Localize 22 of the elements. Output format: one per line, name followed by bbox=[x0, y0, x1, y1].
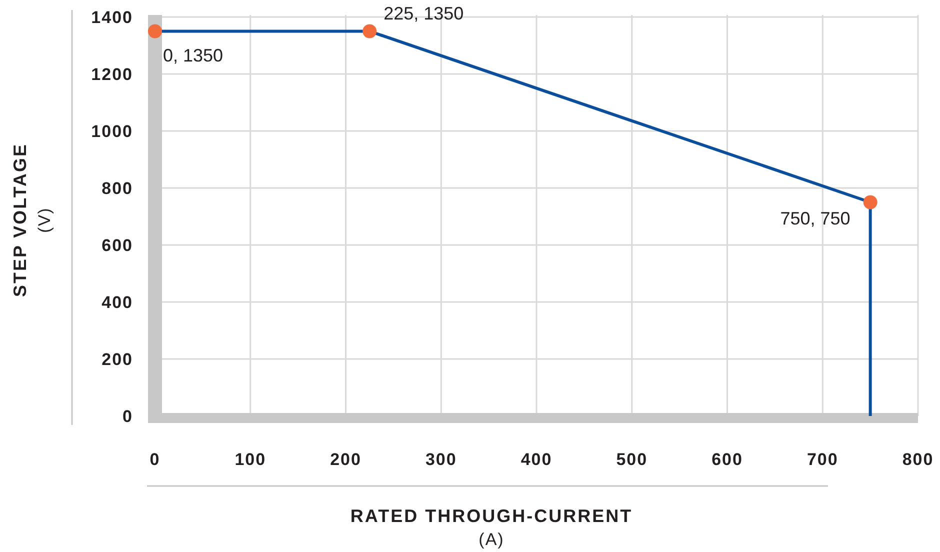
y-tick-label: 400 bbox=[102, 293, 133, 312]
y-tick-label: 1400 bbox=[91, 8, 133, 27]
y-tick-label: 600 bbox=[102, 236, 133, 255]
x-axis-title: RATED THROUGH-CURRENT (A) bbox=[350, 506, 633, 549]
x-tick-label: 400 bbox=[520, 450, 552, 469]
y-tick-label: 1000 bbox=[91, 122, 133, 141]
x-tick-label: 800 bbox=[902, 450, 934, 469]
x-tick-label: 300 bbox=[425, 450, 457, 469]
annotation: 0, 1350 bbox=[163, 45, 224, 66]
y-tick-label: 0 bbox=[122, 407, 133, 426]
y-tick-label: 1200 bbox=[91, 65, 133, 84]
x-tick-label: 700 bbox=[806, 450, 838, 469]
y-tick-label: 800 bbox=[102, 179, 133, 198]
x-tick-label: 200 bbox=[330, 450, 362, 469]
x-tick-label: 500 bbox=[616, 450, 648, 469]
annotation: 750, 750 bbox=[780, 208, 850, 228]
annotation: 225, 1350 bbox=[384, 3, 464, 24]
x-tick-label: 600 bbox=[712, 450, 743, 469]
y-tick-label: 200 bbox=[102, 350, 133, 369]
x-tick-label: 0 bbox=[150, 450, 160, 469]
x-tick-label: 100 bbox=[234, 450, 266, 469]
y-axis-title: STEP VOLTAGE (V) bbox=[10, 142, 54, 298]
